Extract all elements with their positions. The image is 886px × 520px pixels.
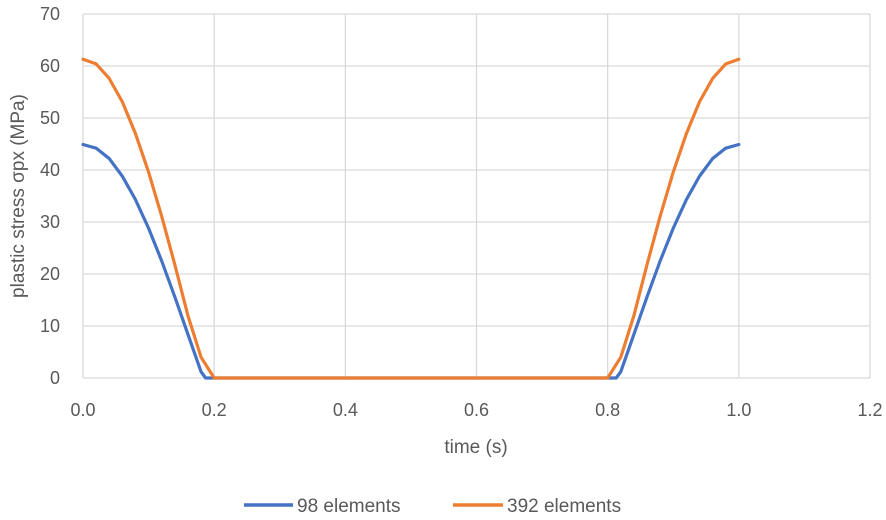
x-tick-label: 0.2 [202,400,227,420]
x-tick-labels: 0.0 0.2 0.4 0.6 0.8 1.0 1.2 [70,400,882,420]
y-tick-label: 0 [50,368,60,388]
y-tick-label: 50 [40,108,60,128]
x-tick-label: 1.2 [857,400,882,420]
gridlines [82,13,871,379]
y-axis-title: plastic stress σpx (MPa) [8,94,29,298]
y-tick-label: 40 [40,160,60,180]
y-tick-label: 60 [40,56,60,76]
y-tick-label: 10 [40,316,60,336]
legend: 98 elements 392 elements [244,496,621,517]
y-tick-label: 30 [40,212,60,232]
y-tick-label: 70 [40,4,60,24]
series-lines [81,57,741,380]
x-tick-label: 0.8 [595,400,620,420]
legend-label-392-elements: 392 elements [507,496,621,517]
x-tick-label: 0.0 [70,400,95,420]
legend-label-98-elements: 98 elements [297,496,401,517]
x-tick-label: 0.6 [464,400,489,420]
x-tick-label: 0.4 [333,400,358,420]
series-line-392-elements [81,57,741,380]
series-line-98-elements [81,142,741,380]
y-tick-labels: 0 10 20 30 40 50 60 70 [40,4,60,388]
x-axis-title: time (s) [444,437,507,458]
x-tick-label: 1.0 [726,400,751,420]
y-tick-label: 20 [40,264,60,284]
